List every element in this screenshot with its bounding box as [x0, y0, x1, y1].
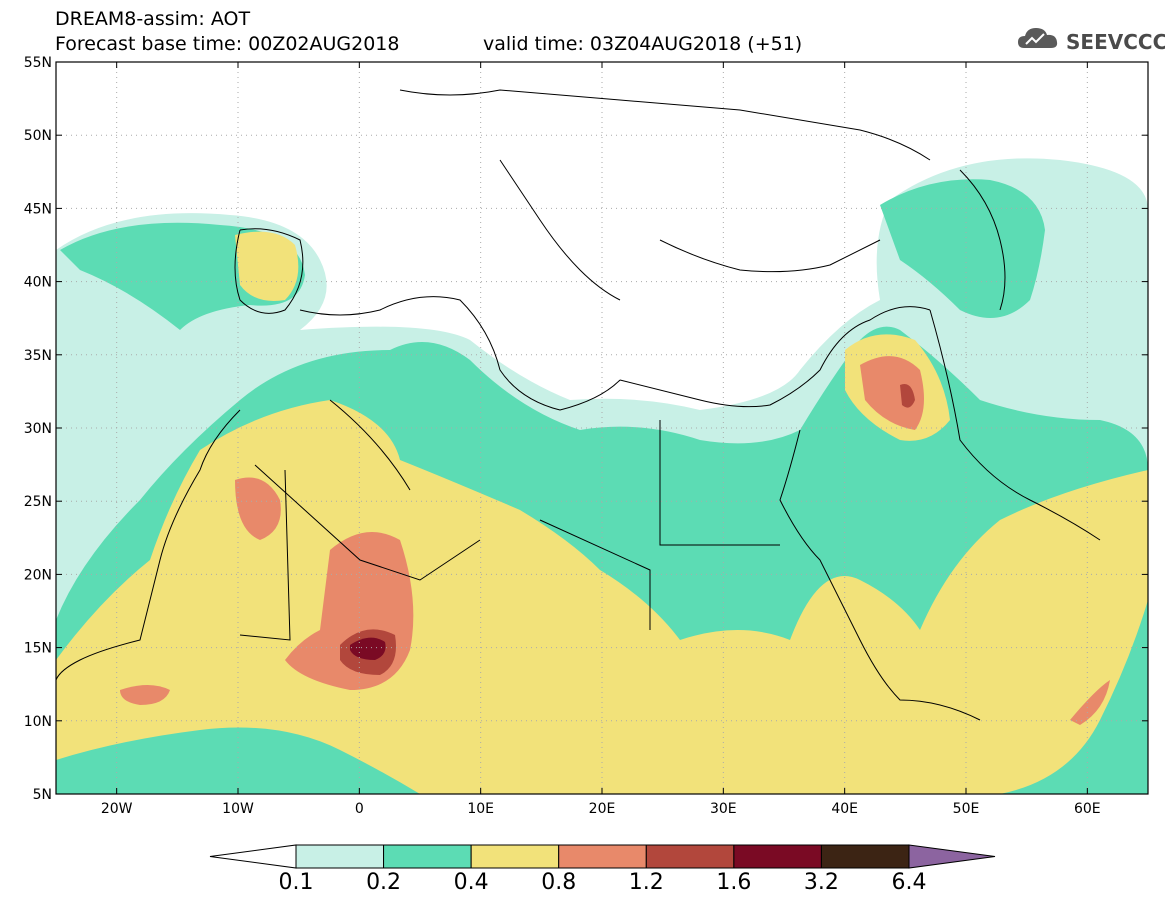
lon-label: 0 — [355, 801, 364, 817]
colorbar-box — [645, 844, 735, 869]
colorbar-level-label: 0.4 — [453, 870, 489, 895]
lat-label: 45N — [24, 201, 52, 217]
aot-contour-0.4-iberia — [235, 231, 299, 301]
aot-contour-0.8-sen — [120, 685, 170, 705]
colorbar-box — [820, 844, 910, 869]
colorbar-level-label: 1.2 — [628, 870, 664, 895]
aot-field — [56, 158, 1148, 794]
lat-label: 20N — [24, 567, 52, 583]
forecast-base-time: Forecast base time: 00Z02AUG2018 — [55, 33, 400, 55]
colorbar-box — [470, 844, 560, 869]
lat-label: 50N — [24, 128, 52, 144]
aot-contour-0.8-iraq — [860, 356, 924, 430]
aot-contour-0.1-outer — [56, 300, 180, 600]
coastlines — [56, 89, 1101, 721]
lat-label: 25N — [24, 494, 52, 510]
aot-contour-1.6-iraq — [900, 384, 915, 408]
logo-text: SEEVCCC — [1066, 30, 1165, 54]
lon-label: 30E — [710, 801, 737, 817]
aot-contour-0.8-maur — [235, 477, 281, 540]
colorbar-level-label: 0.8 — [541, 870, 577, 895]
map-title: DREAM8-assim: AOT — [55, 8, 251, 30]
colorbar-box — [733, 844, 822, 869]
aot-contour-0.8-ind — [1070, 680, 1110, 725]
aot-contour-0.2-north — [880, 179, 1045, 318]
lon-label: 10E — [467, 801, 494, 817]
colorbar-level-label: 3.2 — [803, 870, 839, 895]
lat-label: 55N — [24, 55, 52, 71]
colorbar-min-arrow — [209, 844, 297, 869]
lat-label: 35N — [24, 348, 52, 364]
colorbar-level-label: 6.4 — [891, 870, 927, 895]
lat-label: 10N — [24, 714, 52, 730]
cloud-icon — [1018, 28, 1058, 48]
lat-label: 30N — [24, 421, 52, 437]
colorbar — [209, 844, 996, 869]
lon-labels: 20W 10W 0 10E 20E 30E 40E 50E 60E — [101, 801, 1101, 817]
lat-label: 5N — [33, 787, 52, 803]
colorbar-level-label: 1.6 — [716, 870, 752, 895]
lat-label: 40N — [24, 275, 52, 291]
lat-label: 15N — [24, 641, 52, 657]
colorbar-level-label: 0.1 — [278, 870, 314, 895]
colorbar-level-label: 0.2 — [366, 870, 402, 895]
valid-time: valid time: 03Z04AUG2018 (+51) — [483, 33, 803, 55]
lon-label: 20W — [101, 801, 133, 817]
lon-label: 20E — [589, 801, 616, 817]
colorbar-max-arrow — [908, 844, 996, 869]
lon-label: 60E — [1074, 801, 1101, 817]
grid — [56, 62, 1148, 794]
seevccc-logo: SEEVCCC — [1016, 24, 1165, 54]
colorbar-box — [558, 844, 647, 869]
lon-label: 10W — [222, 801, 254, 817]
colorbar-box — [295, 844, 385, 869]
axis-ticks — [56, 61, 1148, 795]
lon-label: 40E — [831, 801, 858, 817]
lon-label: 50E — [953, 801, 980, 817]
aot-contour-1.6 — [350, 637, 386, 660]
lat-labels: 55N 50N 45N 40N 35N 30N 25N 20N 15N 10N 5N — [24, 55, 52, 803]
colorbar-box — [383, 844, 472, 869]
